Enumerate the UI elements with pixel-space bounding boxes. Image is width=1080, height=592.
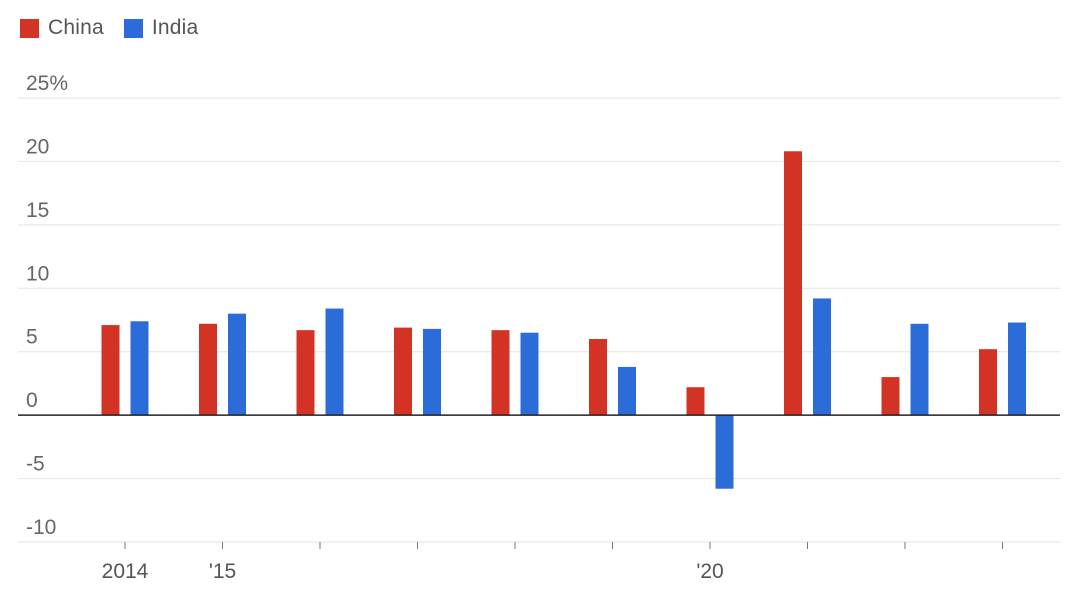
bar-china [394,327,412,416]
y-tick-label: 10 [26,262,49,285]
bar-india [618,366,636,416]
bar-india [1008,322,1026,416]
bar-china [686,387,705,416]
y-tick-label: 20 [26,135,49,158]
bar-india [130,321,149,416]
bar-india [228,313,246,416]
bar-china [589,339,607,416]
bar-china [979,349,997,416]
bar-china [881,377,900,416]
bar-india [325,308,344,416]
bar-china [491,330,510,416]
bar-china [296,330,315,416]
legend-item-china: China [20,16,104,40]
legend-swatch-india [123,18,143,38]
y-tick-label: 25% [26,72,68,95]
x-tick-label: '20 [696,560,723,583]
y-tick-label: 15 [26,199,49,222]
y-tick-label: 5 [26,326,38,349]
y-tick-label: -5 [26,453,45,476]
bar-china [101,325,120,416]
legend-item-india: India [123,16,199,40]
legend: China India [20,16,198,40]
x-tick-label: 2014 [102,560,149,583]
bar-china [199,323,217,416]
bar-india [813,298,831,416]
bar-india [910,323,929,416]
bar-india [423,328,441,416]
x-tick-label: '15 [209,560,236,583]
y-tick-label: 0 [26,389,38,412]
bar-india [715,415,734,489]
legend-label-india: India [151,16,199,39]
legend-label-china: China [48,16,104,39]
bar-india [520,332,539,416]
y-tick-label: -10 [26,516,56,539]
bar-china [784,151,802,416]
legend-swatch-china [20,18,39,38]
